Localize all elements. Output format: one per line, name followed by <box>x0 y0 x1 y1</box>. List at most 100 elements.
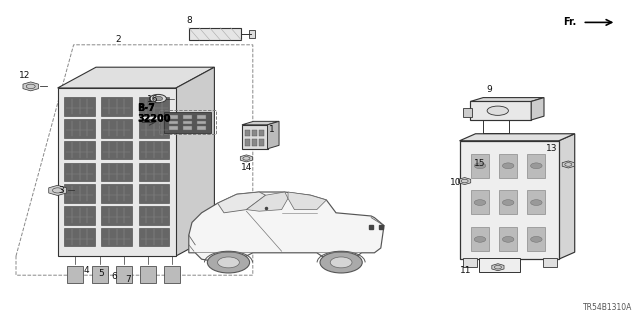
Polygon shape <box>23 82 38 91</box>
Text: 7: 7 <box>125 276 131 284</box>
Bar <box>116 266 132 283</box>
Text: B-7
32200: B-7 32200 <box>138 104 170 124</box>
Bar <box>471 154 489 178</box>
Bar <box>252 139 257 146</box>
Bar <box>64 228 95 246</box>
Polygon shape <box>470 98 544 101</box>
Polygon shape <box>240 155 253 162</box>
Bar <box>183 121 192 124</box>
Bar <box>64 119 95 138</box>
Bar <box>499 154 517 178</box>
Bar <box>527 227 545 251</box>
Bar <box>64 97 95 116</box>
Text: Fr.: Fr. <box>563 17 576 28</box>
Bar <box>101 206 132 225</box>
Bar <box>164 112 211 133</box>
Bar <box>259 139 264 146</box>
Polygon shape <box>288 192 326 210</box>
Bar <box>64 206 95 225</box>
Bar <box>101 184 132 203</box>
Ellipse shape <box>487 106 508 116</box>
Bar <box>245 130 250 136</box>
Bar <box>159 110 216 134</box>
Text: 14: 14 <box>241 164 252 172</box>
Polygon shape <box>458 178 471 185</box>
Text: 12: 12 <box>19 71 30 80</box>
Bar <box>499 227 517 251</box>
Polygon shape <box>242 121 279 125</box>
Circle shape <box>320 252 362 273</box>
Circle shape <box>502 236 514 242</box>
Bar <box>139 141 170 159</box>
Bar <box>139 163 170 181</box>
Bar <box>169 115 178 119</box>
Text: 10: 10 <box>450 178 461 187</box>
Circle shape <box>154 96 163 101</box>
Bar <box>189 28 241 40</box>
Bar <box>101 163 132 181</box>
Bar <box>101 97 132 116</box>
Bar <box>463 258 477 267</box>
Polygon shape <box>268 121 279 149</box>
Bar <box>197 121 206 124</box>
Circle shape <box>474 200 486 205</box>
Polygon shape <box>562 161 575 168</box>
Bar <box>197 115 206 119</box>
Circle shape <box>531 200 542 205</box>
Circle shape <box>502 200 514 205</box>
Polygon shape <box>460 134 575 141</box>
Bar <box>64 163 95 181</box>
Bar <box>527 190 545 214</box>
Polygon shape <box>492 264 504 271</box>
Bar <box>259 130 264 136</box>
Circle shape <box>207 252 250 273</box>
Text: 13: 13 <box>546 144 557 153</box>
Circle shape <box>502 163 514 169</box>
Bar <box>197 126 206 130</box>
Text: 9: 9 <box>487 85 492 94</box>
Bar <box>183 115 192 119</box>
Circle shape <box>531 236 542 242</box>
Bar <box>463 108 472 117</box>
Circle shape <box>218 257 239 268</box>
Bar <box>242 125 268 149</box>
Bar <box>92 266 108 283</box>
Bar <box>527 154 545 178</box>
Circle shape <box>474 236 486 242</box>
Bar <box>479 258 520 272</box>
Bar <box>245 139 250 146</box>
Bar <box>183 126 192 130</box>
Circle shape <box>474 163 486 169</box>
Polygon shape <box>559 134 575 259</box>
Text: 1: 1 <box>269 125 275 134</box>
Text: 11: 11 <box>460 266 472 275</box>
Bar <box>67 266 83 283</box>
Bar <box>64 141 95 159</box>
Text: 5: 5 <box>99 269 104 278</box>
Bar <box>64 184 95 203</box>
Bar <box>471 227 489 251</box>
Bar <box>470 101 531 120</box>
Polygon shape <box>58 67 214 88</box>
Text: 4: 4 <box>84 266 89 275</box>
Bar <box>139 184 170 203</box>
Bar <box>249 30 255 37</box>
Bar <box>139 228 170 246</box>
Polygon shape <box>189 192 384 263</box>
Bar <box>101 119 132 138</box>
Circle shape <box>531 163 542 169</box>
Bar <box>101 228 132 246</box>
Text: 16: 16 <box>147 95 158 104</box>
Bar <box>252 130 257 136</box>
Bar <box>169 126 178 130</box>
Circle shape <box>150 94 166 103</box>
Text: 15: 15 <box>474 159 486 168</box>
Bar <box>139 119 170 138</box>
Bar <box>471 190 489 214</box>
Text: TR54B1310A: TR54B1310A <box>583 303 632 312</box>
Bar <box>169 121 178 124</box>
Bar <box>140 266 156 283</box>
Bar <box>139 206 170 225</box>
Text: 8: 8 <box>186 16 191 25</box>
Polygon shape <box>49 185 67 196</box>
